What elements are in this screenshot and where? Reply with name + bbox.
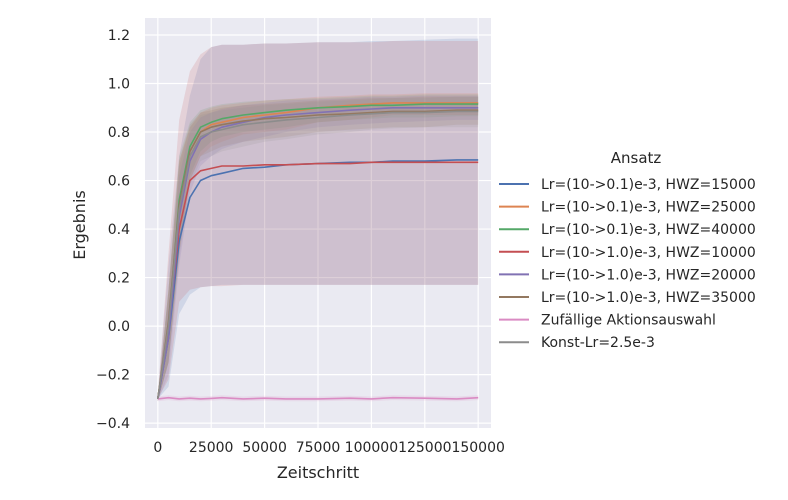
x-tick-label: 125000 <box>398 440 451 456</box>
y-tick-label: −0.2 <box>96 368 130 384</box>
series-lines <box>157 102 479 400</box>
line-series-4 <box>157 161 479 400</box>
y-tick-label: 1.0 <box>108 77 130 93</box>
x-axis-label: Zeitschritt <box>277 463 359 482</box>
band-series-6 <box>157 96 479 402</box>
x-tick-label: 25000 <box>189 440 234 456</box>
legend-entry: Lr=(10->0.1)e-3, HWZ=25000 <box>541 200 756 216</box>
legend-entry: Lr=(10->1.0)e-3, HWZ=10000 <box>541 245 756 261</box>
legend-entry: Lr=(10->0.1)e-3, HWZ=40000 <box>541 222 756 238</box>
legend-entry: Lr=(10->0.1)e-3, HWZ=15000 <box>541 177 756 193</box>
y-tick-label: −0.4 <box>96 416 130 432</box>
line-series-8 <box>157 110 479 400</box>
line-series-6 <box>157 109 479 400</box>
line-series-5 <box>157 107 479 400</box>
band-series-1 <box>157 38 479 399</box>
legend-title: Ansatz <box>611 149 662 167</box>
line-series-3 <box>157 103 479 400</box>
confidence-bands <box>157 38 479 402</box>
y-axis-label: Ergebnis <box>70 190 89 259</box>
band-series-4 <box>157 41 479 399</box>
legend-entry: Konst-Lr=2.5e-3 <box>541 335 655 351</box>
y-tick-label: 0.6 <box>108 174 130 190</box>
grid <box>145 18 491 428</box>
x-tick-label: 50000 <box>242 440 287 456</box>
y-tick-label: 0.2 <box>108 271 130 287</box>
line-series-7 <box>157 396 479 400</box>
y-tick-label: 0.8 <box>108 125 130 141</box>
line-series-1 <box>157 159 479 400</box>
legend: Ansatz Lr=(10->0.1)e-3, HWZ=15000 Lr=(10-… <box>499 149 756 351</box>
legend-entry: Zufällige Aktionsauswahl <box>541 313 716 329</box>
x-tick-label: 100000 <box>345 440 398 456</box>
y-tick-label: 1.2 <box>108 28 130 44</box>
y-axis: −0.4 −0.2 0.0 0.2 0.4 0.6 0.8 1.0 1.2 <box>96 28 130 432</box>
x-tick-label: 150000 <box>451 440 504 456</box>
legend-entry: Lr=(10->1.0)e-3, HWZ=35000 <box>541 290 756 306</box>
y-tick-label: 0.0 <box>108 319 130 335</box>
y-tick-label: 0.4 <box>108 222 130 238</box>
x-axis: 0 25000 50000 75000 100000 125000 150000 <box>153 440 505 456</box>
x-tick-label: 75000 <box>296 440 341 456</box>
x-tick-label: 0 <box>153 440 162 456</box>
legend-entry: Lr=(10->1.0)e-3, HWZ=20000 <box>541 267 756 283</box>
band-series-3 <box>157 94 479 402</box>
